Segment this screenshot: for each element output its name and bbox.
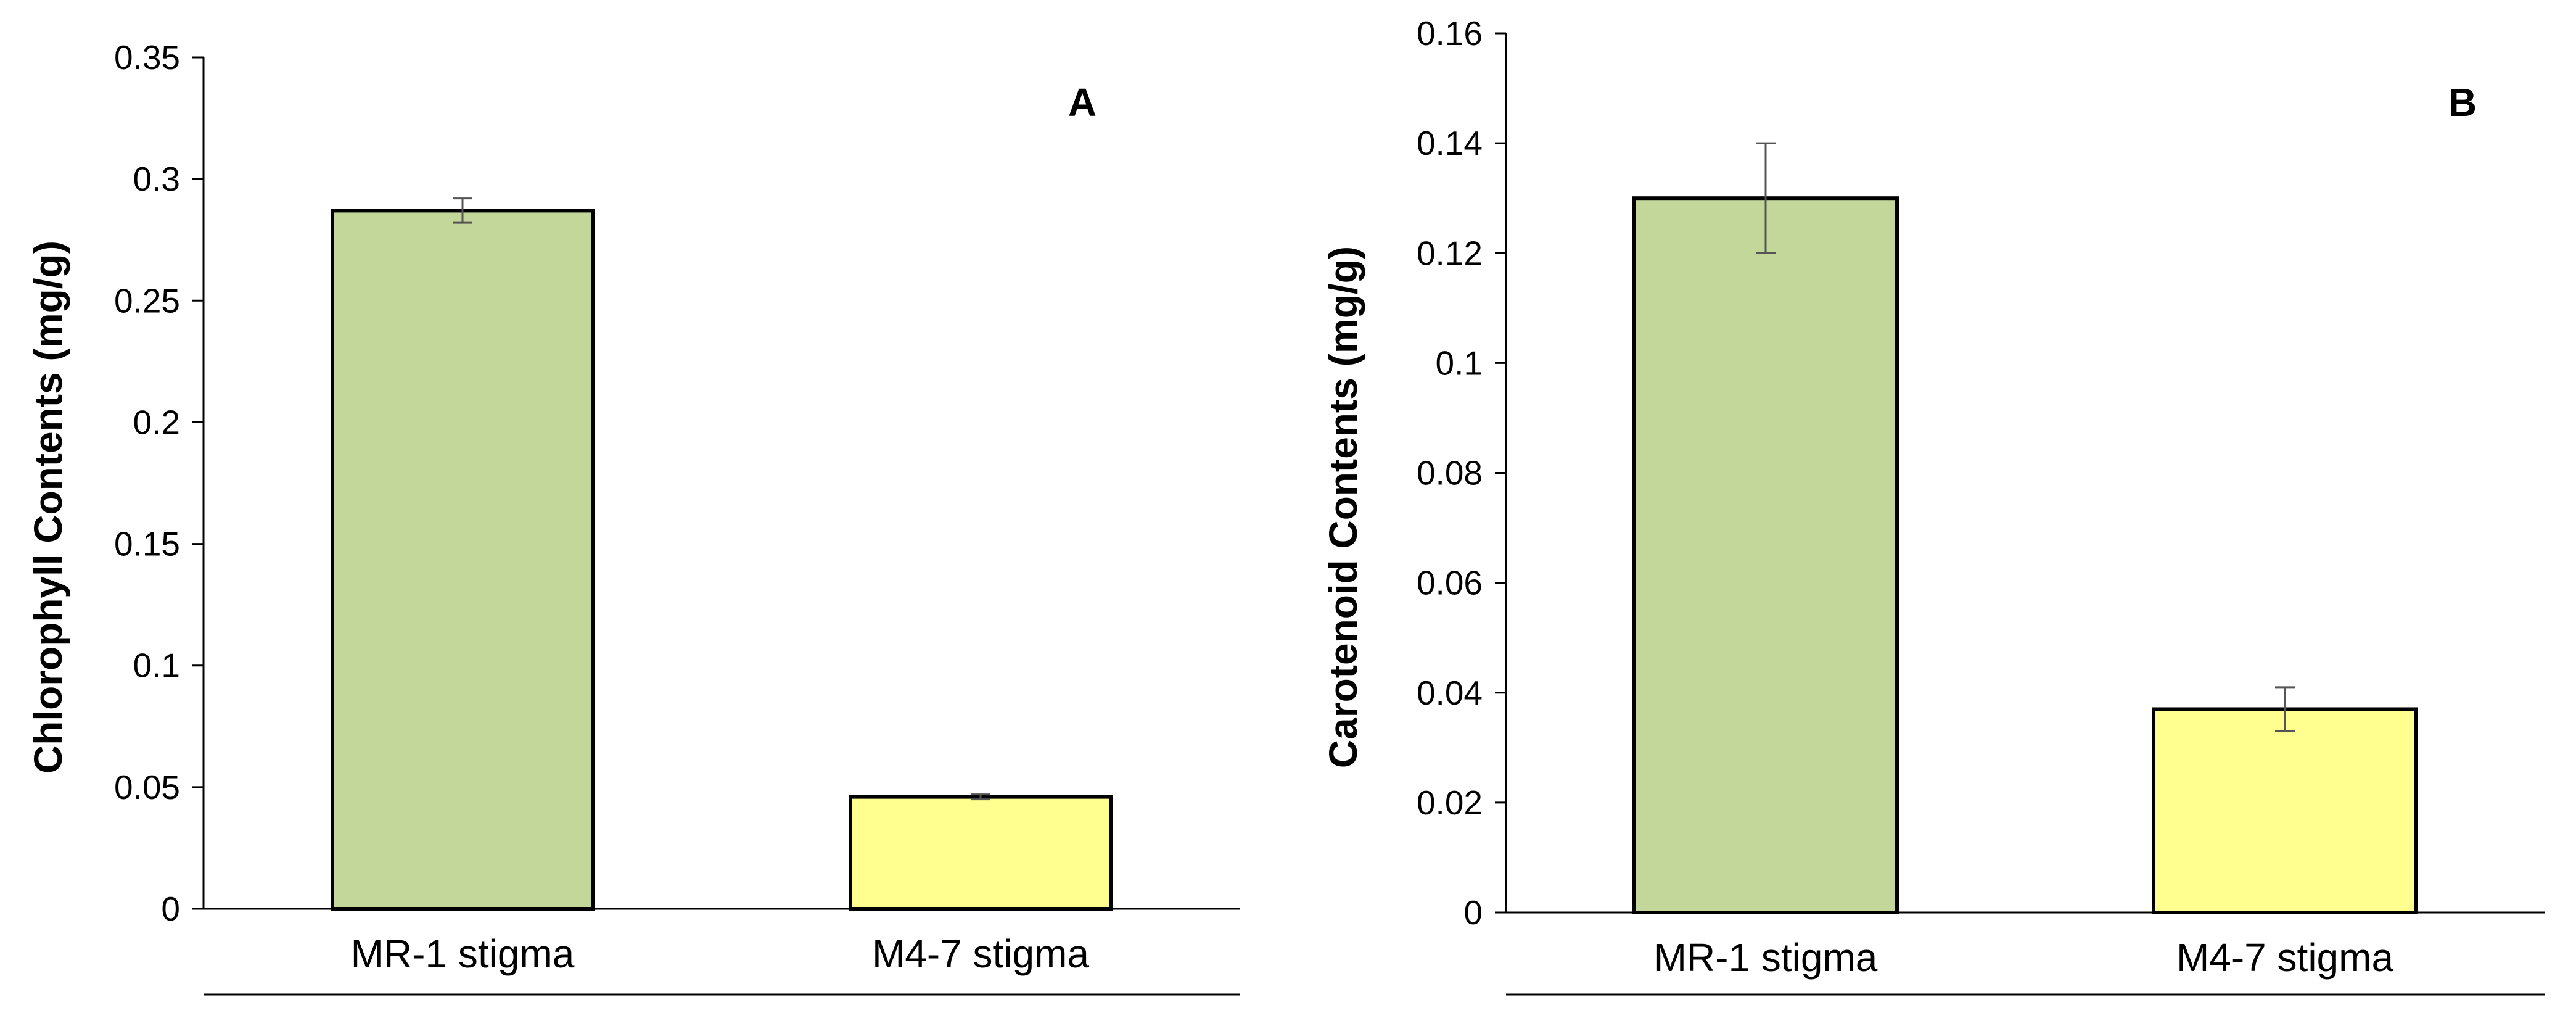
x-category-label: MR-1 stigma (351, 932, 575, 976)
y-tick-label: 0.1 (133, 647, 180, 685)
bar (1632, 196, 1899, 914)
y-tick-label: 0.2 (133, 403, 180, 441)
y-tick-label: 0.08 (1417, 454, 1483, 492)
chart-panel-a: A Chlorophyll Contents (mg/g) 0 0.05 0.1 0.… (26, 38, 1240, 996)
y-tick-label: 0.15 (114, 525, 180, 563)
y-axis-title: Chlorophyll Contents (mg/g) (26, 241, 70, 774)
y-tick-label: 0.04 (1417, 674, 1483, 712)
chart-panel-b: B Carotenoid Contents (mg/g) 0 0.02 0.04 0.… (1321, 14, 2545, 996)
y-tick-label: 0.1 (1436, 344, 1483, 382)
bar (2152, 707, 2418, 914)
y-axis-title: Carotenoid Contents (mg/g) (1321, 246, 1365, 768)
y-tick-label: 0.3 (133, 160, 180, 198)
y-tick-label: 0 (161, 890, 180, 928)
x-category-label: M4-7 stigma (872, 932, 1090, 976)
y-tick-label: 0.14 (1417, 124, 1483, 162)
y-tick-label: 0.06 (1417, 564, 1483, 602)
bar (331, 209, 595, 911)
bar (849, 795, 1113, 911)
panel-label: B (2448, 80, 2477, 125)
y-tick-label: 0.16 (1417, 14, 1483, 52)
y-tick-label: 0.12 (1417, 234, 1483, 272)
x-category-label: M4-7 stigma (2176, 935, 2394, 980)
x-category-label: MR-1 stigma (1654, 935, 1878, 980)
y-tick-label: 0.05 (114, 768, 180, 806)
y-tick-label: 0.25 (114, 281, 180, 320)
y-tick-label: 0.02 (1417, 784, 1483, 822)
y-tick-label: 0.35 (114, 38, 180, 77)
y-tick-label: 0 (1463, 893, 1483, 932)
panel-label: A (1068, 80, 1097, 125)
